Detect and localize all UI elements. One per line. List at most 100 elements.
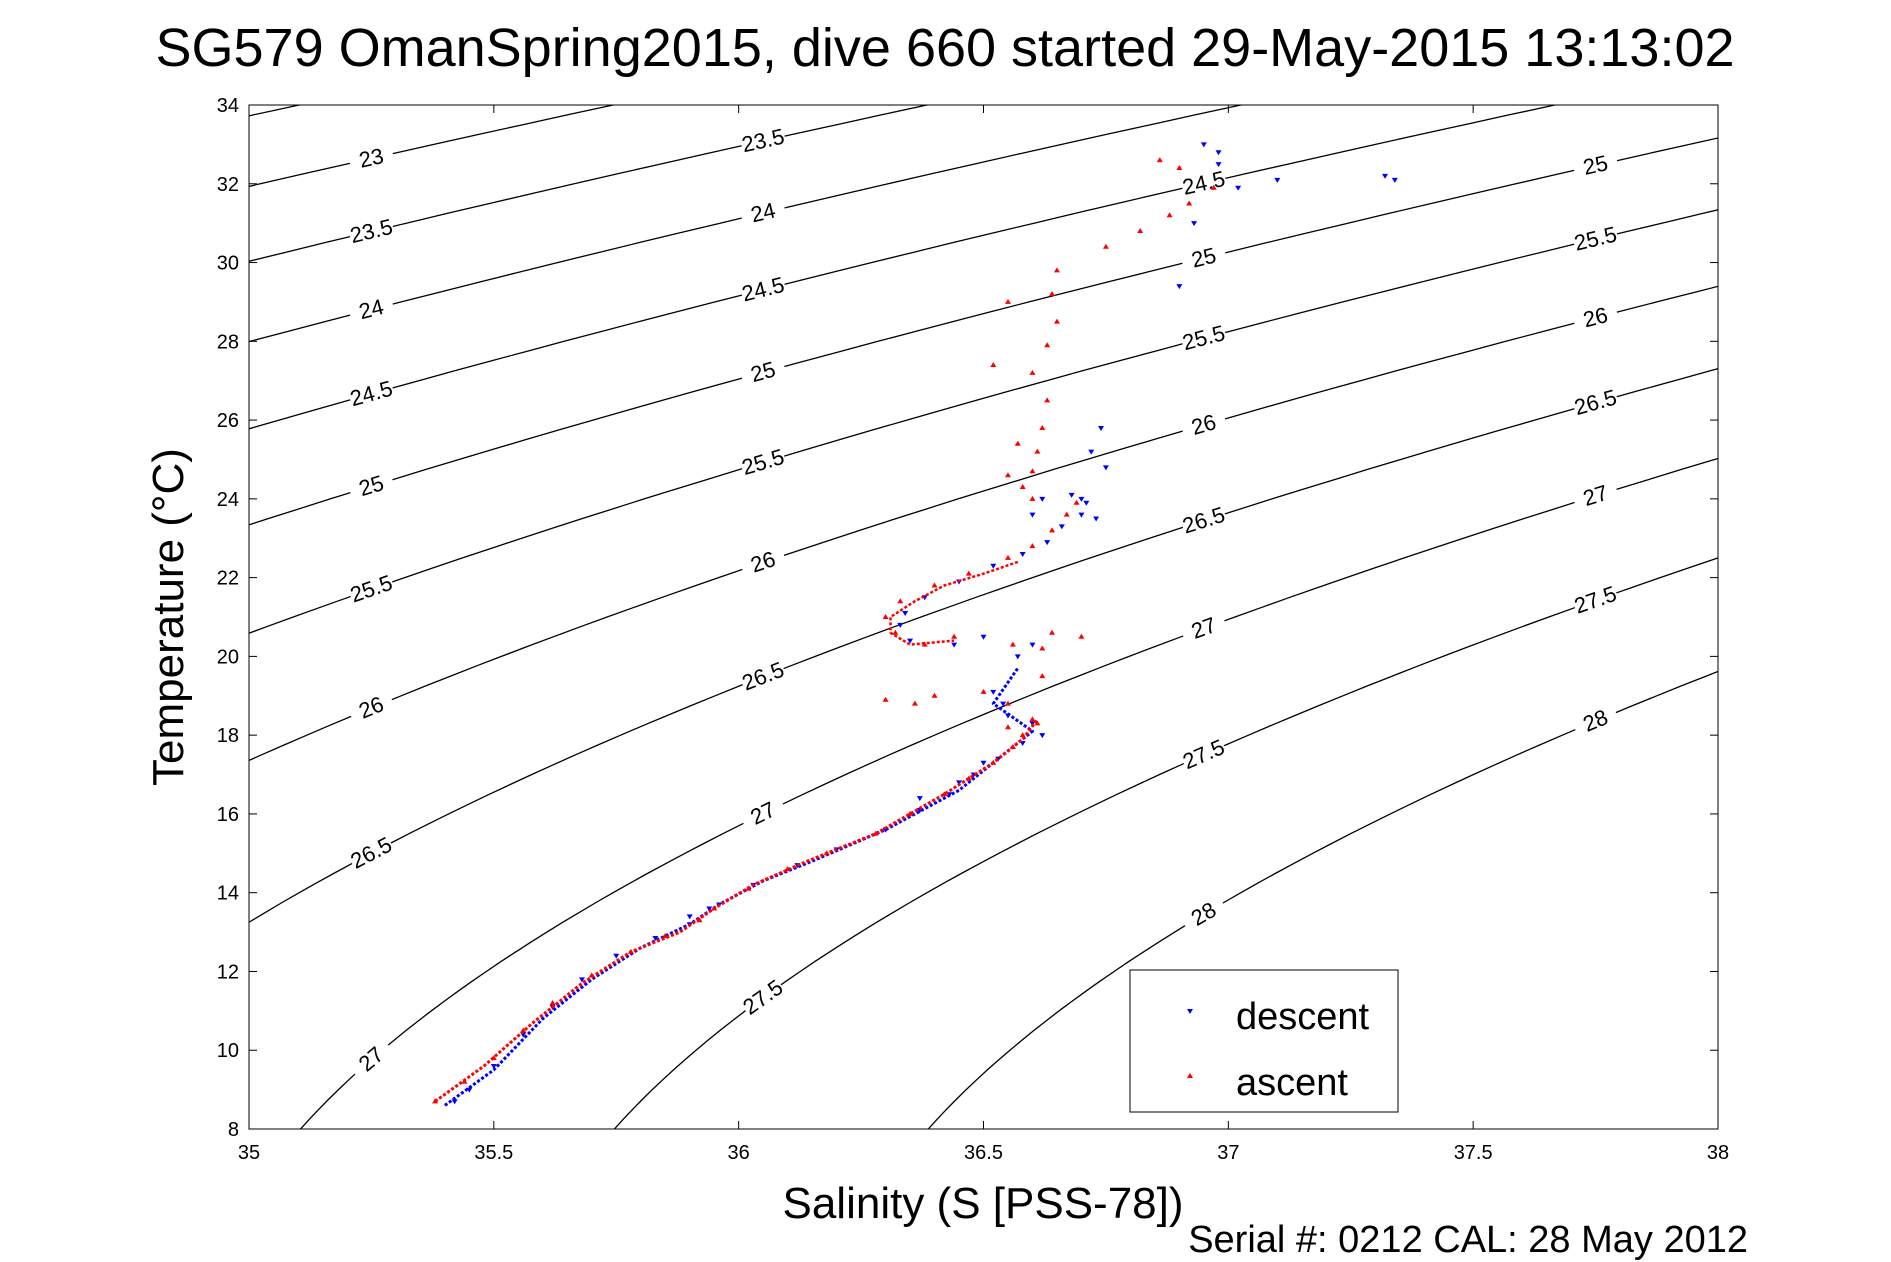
descent-point <box>951 642 958 648</box>
descent-point <box>1014 654 1021 660</box>
ascent-point <box>1210 184 1217 190</box>
descent-point <box>1235 185 1242 191</box>
ascent-point <box>432 1098 439 1104</box>
y-tick-label: 22 <box>217 568 239 590</box>
isopycnal-label: 23.5 <box>739 124 786 158</box>
descent-point <box>490 1063 497 1069</box>
ascent-point <box>1053 267 1060 273</box>
ascent-point <box>696 917 703 923</box>
legend-ascent-label: ascent <box>1236 1062 1348 1104</box>
ascent-point <box>1004 724 1011 730</box>
ascent-point <box>1039 645 1046 651</box>
plot-area-frame <box>248 104 1719 1130</box>
isopycnal-label-bg <box>1178 734 1229 773</box>
ascent-point <box>711 905 718 911</box>
descent-point <box>882 827 889 833</box>
ascent-point <box>1034 448 1041 454</box>
ascent-point <box>882 696 889 702</box>
isopycnal-label-bg <box>738 975 787 1019</box>
y-tick-label: 30 <box>217 253 239 275</box>
isopycnal-label: 24.5 <box>347 376 395 412</box>
isopycnal-label-bg <box>1179 502 1228 537</box>
ascent-point <box>1166 212 1173 218</box>
ascent-point <box>951 633 958 639</box>
isopycnal-label-bg <box>1571 300 1620 333</box>
x-tick-label: 35 <box>238 1142 260 1164</box>
ascent-point <box>1034 720 1041 726</box>
y-tick-label: 10 <box>217 1040 239 1062</box>
isopycnal-23.5 <box>249 105 931 262</box>
descent-point <box>686 914 693 920</box>
chart-title: SG579 OmanSpring2015, dive 660 started 2… <box>155 18 1734 78</box>
ascent-point <box>1029 716 1036 722</box>
ascent-point <box>588 972 595 978</box>
ascent-point <box>990 759 997 765</box>
ascent-point <box>990 361 997 367</box>
y-tick-label: 8 <box>228 1119 239 1141</box>
ascent-point <box>549 999 556 1005</box>
descent-point <box>466 1087 473 1093</box>
descent-point <box>1191 221 1198 227</box>
ascent-point <box>892 629 899 635</box>
y-tick-label: 12 <box>217 961 239 983</box>
legend-ascent-marker <box>1187 1073 1193 1078</box>
y-tick-label: 34 <box>217 95 239 117</box>
descent-point <box>980 760 987 766</box>
ascent-point <box>823 850 830 856</box>
ascent-point <box>1019 732 1026 738</box>
y-tick-label: 14 <box>217 883 239 905</box>
descent-point <box>1391 177 1398 183</box>
ascent-point <box>1039 673 1046 679</box>
descent-point <box>1019 551 1026 557</box>
isopycnal-labels: 2323.523.5242424.524.524.52525252525.525… <box>346 124 1620 1082</box>
series-ascent <box>432 157 1217 1104</box>
ascent-point <box>1044 342 1051 348</box>
ascent-point <box>1019 484 1026 490</box>
x-tick-label: 37.5 <box>1454 1142 1493 1164</box>
ascent-point <box>872 830 879 836</box>
ascent-point <box>1049 291 1056 297</box>
ascent-point <box>1073 499 1080 505</box>
descent-point <box>902 611 909 617</box>
ascent-point <box>965 775 972 781</box>
isopycnal-label: 25.5 <box>1180 320 1228 355</box>
isopycnal-label-bg <box>346 468 396 503</box>
descent-point <box>706 906 713 912</box>
axis-ticks: 35 35.5 36 36.5 37 37.5 38 8 10 12 14 16 18 20 22 24 26 2… <box>217 95 1729 1164</box>
descent-point <box>1004 713 1011 719</box>
descent-point <box>652 935 659 941</box>
ascent-point <box>1004 298 1011 304</box>
serial-calibration-note: Serial #: 0212 CAL: 28 May 2012 <box>1188 1219 1748 1261</box>
y-axis-label: Temperature (°C) <box>144 448 193 786</box>
descent-point <box>980 634 987 640</box>
y-tick-label: 24 <box>217 489 239 511</box>
ascent-point <box>1009 641 1016 647</box>
ascent-point <box>745 885 752 891</box>
isopycnal-label: 26.5 <box>346 832 396 874</box>
ascent-point <box>931 692 938 698</box>
descent-point <box>1058 524 1065 530</box>
x-tick-label: 35.5 <box>474 1142 513 1164</box>
isopycnal-label: 27.5 <box>1571 581 1620 619</box>
ascent-point <box>941 791 948 797</box>
descent-point <box>907 638 914 644</box>
descent-point <box>916 796 923 802</box>
ascent-point <box>1029 369 1036 375</box>
descent-point <box>1039 733 1046 739</box>
descent-point <box>1215 150 1222 156</box>
isopycnal-label-bg <box>738 657 788 694</box>
legend-descent-marker <box>1187 1009 1193 1014</box>
isopycnal-label-bg <box>347 292 396 325</box>
ascent-point <box>1004 554 1011 560</box>
y-tick-label: 28 <box>217 331 239 353</box>
isopycnal-label: 25.5 <box>1572 221 1619 255</box>
descent-point <box>1000 701 1007 707</box>
isopycnal-label-bg <box>1179 320 1228 354</box>
ascent-point <box>662 933 669 939</box>
descent-point <box>613 953 620 959</box>
ascent-s-curve <box>889 560 1019 646</box>
descent-point <box>990 689 997 695</box>
